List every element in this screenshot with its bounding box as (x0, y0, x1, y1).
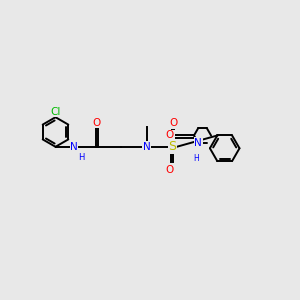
Text: O: O (166, 165, 174, 175)
Text: N: N (194, 138, 202, 148)
Text: S: S (168, 140, 176, 153)
Text: O: O (166, 130, 174, 140)
Text: N: N (143, 142, 151, 152)
Text: O: O (93, 118, 101, 128)
Text: H: H (193, 154, 199, 163)
Text: H: H (79, 153, 85, 162)
Text: N: N (70, 142, 78, 152)
Text: Cl: Cl (50, 107, 61, 117)
Text: O: O (169, 118, 178, 128)
